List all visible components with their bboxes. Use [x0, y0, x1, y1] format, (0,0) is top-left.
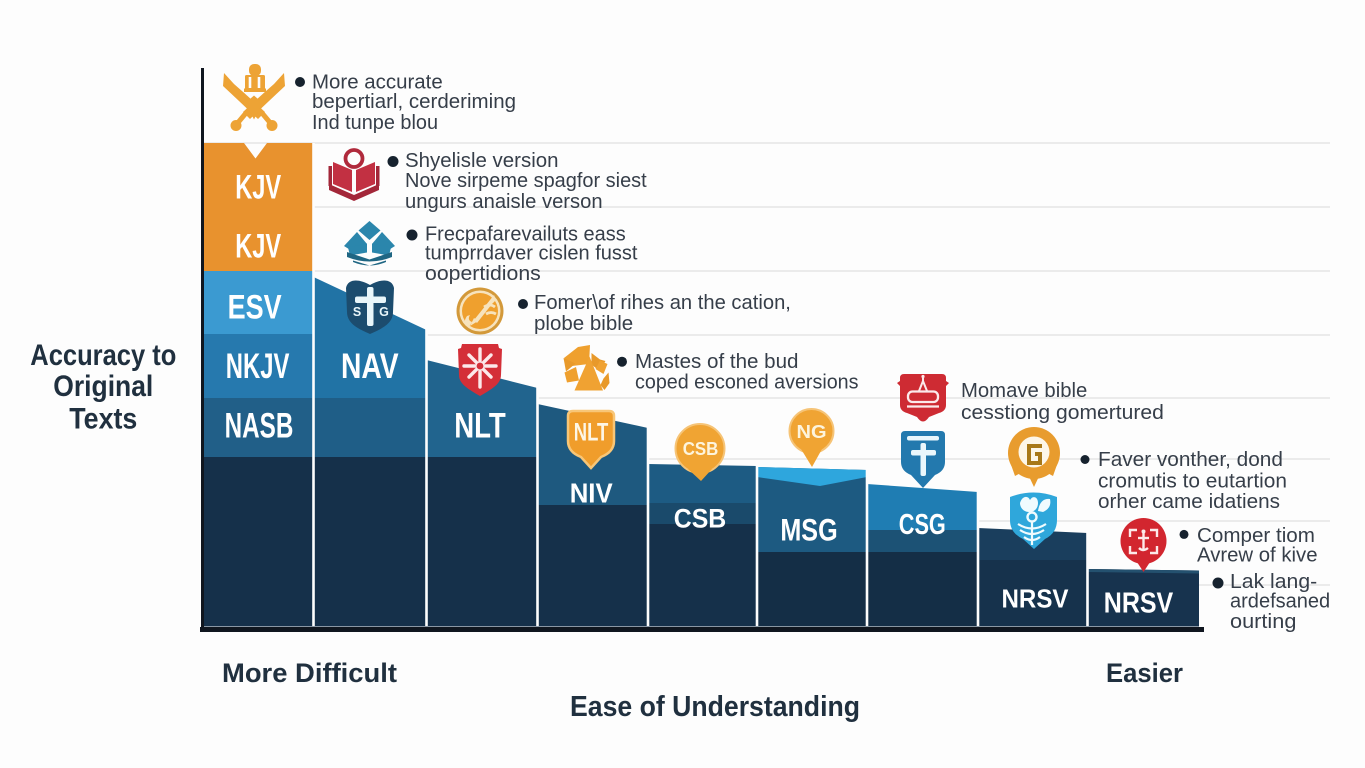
svg-text:ESV: ESV — [228, 289, 282, 327]
svg-text:Frecpafarevailuts eass: Frecpafarevailuts eass — [425, 222, 626, 245]
svg-text:NLT: NLT — [454, 407, 506, 446]
svg-text:oopertidions: oopertidions — [425, 262, 541, 285]
svg-text:Original: Original — [53, 370, 153, 403]
svg-text:G: G — [379, 305, 389, 319]
svg-text:NIV: NIV — [570, 477, 613, 508]
svg-text:cromutis to eutartion: cromutis to eutartion — [1098, 470, 1287, 493]
svg-text:bepertiarl, cerderiming: bepertiarl, cerderiming — [312, 90, 516, 113]
svg-text:tumprrdaver cislen fusst: tumprrdaver cislen fusst — [425, 241, 638, 264]
svg-text:Fomer\of rihes an the cation,: Fomer\of rihes an the cation, — [534, 291, 791, 314]
svg-text:ungurs anaisle verson: ungurs anaisle verson — [405, 190, 603, 213]
svg-text:coped esconed aversions: coped esconed aversions — [635, 371, 859, 394]
svg-text:Faver vonther, dond: Faver vonther, dond — [1098, 448, 1283, 471]
svg-text:NASB: NASB — [225, 407, 294, 446]
svg-text:CSB: CSB — [683, 439, 719, 459]
svg-text:MSG: MSG — [780, 511, 837, 547]
svg-text:Momave bible: Momave bible — [961, 379, 1087, 402]
svg-text:Lak lang-: Lak lang- — [1230, 570, 1317, 593]
svg-text:plobe bible: plobe bible — [534, 312, 633, 335]
svg-text:NLT: NLT — [574, 419, 609, 447]
svg-text:KJV: KJV — [235, 228, 281, 266]
svg-text:Easier: Easier — [1106, 658, 1183, 688]
svg-text:KJV: KJV — [235, 168, 281, 206]
svg-text:Ind tunpe blou: Ind tunpe blou — [312, 111, 438, 134]
svg-text:NAV: NAV — [341, 347, 399, 386]
svg-text:Mastes of the bud: Mastes of the bud — [635, 350, 799, 373]
svg-text:NKJV: NKJV — [226, 347, 290, 386]
svg-text:Accuracy to: Accuracy to — [30, 339, 176, 372]
svg-text:CSG: CSG — [899, 509, 946, 541]
svg-text:NRSV: NRSV — [1104, 587, 1174, 619]
svg-text:NG: NG — [797, 422, 827, 442]
svg-text:ourting: ourting — [1230, 610, 1296, 633]
svg-text:Comper tiom: Comper tiom — [1197, 524, 1315, 547]
svg-text:Texts: Texts — [69, 403, 137, 436]
svg-text:CSB: CSB — [674, 504, 727, 534]
svg-text:Avrew of kive: Avrew of kive — [1197, 544, 1318, 567]
svg-text:ardefsaned: ardefsaned — [1230, 590, 1330, 613]
svg-text:orher came idatiens: orher came idatiens — [1098, 490, 1280, 513]
svg-text:More accurate: More accurate — [312, 70, 443, 93]
svg-text:Ease of Understanding: Ease of Understanding — [570, 691, 860, 723]
svg-text:NRSV: NRSV — [1002, 584, 1070, 614]
svg-text:Nove sirpeme spagfor siest: Nove sirpeme spagfor siest — [405, 169, 647, 192]
svg-text:More Difficult: More Difficult — [222, 658, 397, 688]
svg-text:S: S — [353, 305, 361, 319]
svg-text:cesstiong gomertured: cesstiong gomertured — [961, 401, 1164, 424]
svg-text:Shyelisle version: Shyelisle version — [405, 149, 559, 172]
